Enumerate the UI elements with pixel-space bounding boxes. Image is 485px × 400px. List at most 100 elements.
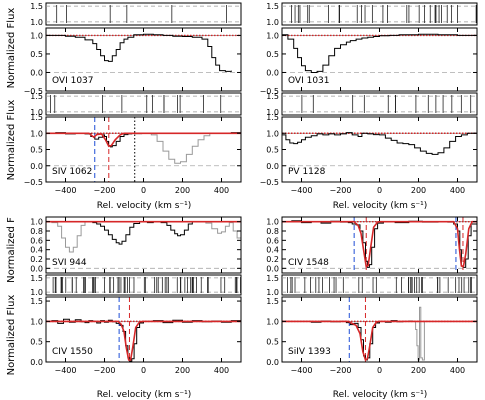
x-tick-label: 0 — [377, 186, 382, 195]
x-axis-label-left-top: Rel. velocity (km s⁻¹) — [97, 201, 192, 211]
ion-label: SIV 1062 — [52, 167, 92, 177]
y-tick-label: 0.0 — [266, 162, 279, 171]
y-tick-label: −0.5 — [24, 178, 43, 187]
strip-y-tick-label: 1.5 — [30, 92, 43, 101]
y-tick-label: 0.0 — [266, 264, 279, 273]
y-tick-label: 1.0 — [30, 218, 43, 227]
strip-y-tick-label: 1.0 — [30, 288, 43, 297]
line-list-strip — [281, 274, 478, 296]
y-tick-label: 0.0 — [266, 68, 279, 77]
x-tick-label: −400 — [55, 366, 77, 375]
y-tick-label: 0.0 — [30, 264, 43, 273]
y-tick-label: −0.5 — [260, 178, 279, 187]
panel-ovi-1037: −0.5 0.0 0.5 1.0 OVI 1037 1.0 1.5 — [24, 2, 242, 96]
x-tick-label: 200 — [175, 186, 190, 195]
model-fit-line — [282, 320, 477, 362]
y-tick-label: 0.5 — [266, 146, 279, 155]
x-axis-label-right-bottom: Rel. velocity (km s⁻¹) — [333, 390, 428, 400]
x-tick-label: 400 — [214, 186, 229, 195]
y-tick-label: 0.2 — [30, 255, 43, 264]
strip-y-tick-label: 1.5 — [266, 274, 279, 283]
y-tick-label: 0.2 — [266, 255, 279, 264]
strip-y-tick-label: 1.0 — [266, 288, 279, 297]
masked-flux-line — [143, 132, 214, 164]
line-list-strip — [45, 2, 242, 26]
ion-label: CIV 1550 — [52, 347, 93, 357]
x-tick-label: 0 — [141, 186, 146, 195]
panel-plot-area — [46, 220, 241, 269]
strip-y-tick-label: 1.5 — [266, 92, 279, 101]
x-tick-label: 0 — [141, 366, 146, 375]
x-tick-label: −400 — [291, 186, 313, 195]
y-axis-label-row3: Normalized F — [6, 217, 17, 283]
ion-label: OVI 1037 — [52, 76, 94, 86]
x-tick-label: −400 — [291, 366, 313, 375]
y-tick-label: 0.8 — [266, 227, 279, 236]
y-tick-label: 0.0 — [30, 162, 43, 171]
strip-y-tick-label: 1.5 — [30, 2, 43, 11]
x-tick-label: −200 — [94, 186, 116, 195]
ion-label: SiIV 1393 — [288, 347, 331, 357]
ion-label: SVI 944 — [52, 258, 87, 268]
y-tick-label: 1.5 — [266, 113, 279, 122]
y-tick-label: 1.0 — [266, 218, 279, 227]
y-tick-label: 0.0 — [30, 358, 43, 367]
y-tick-label: 1.5 — [30, 113, 43, 122]
strip-y-tick-label: 1.0 — [266, 108, 279, 117]
y-tick-label: 1.0 — [30, 129, 43, 138]
masked-flux-line — [198, 221, 241, 241]
y-tick-label: 1.0 — [266, 129, 279, 138]
strip-y-tick-label: 1.0 — [266, 18, 279, 27]
panel-plot-area — [46, 33, 241, 73]
x-axis-label-right-top: Rel. velocity (km s⁻¹) — [333, 201, 428, 211]
model-fit-line — [46, 320, 241, 361]
strip-y-tick-label: 1.0 — [30, 108, 43, 117]
y-tick-label: 0.6 — [266, 236, 279, 245]
x-tick-label: −400 — [55, 186, 77, 195]
flux-line — [282, 132, 477, 155]
y-tick-label: 0.5 — [30, 146, 43, 155]
x-axis-label-left-bottom: Rel. velocity (km s⁻¹) — [97, 390, 192, 400]
panel-plot-area — [282, 297, 477, 362]
line-list-strip — [281, 2, 478, 26]
strip-y-tick-label: 1.0 — [30, 18, 43, 27]
y-tick-label: 0.0 — [30, 68, 43, 77]
flux-line — [46, 33, 232, 72]
x-tick-label: 400 — [450, 366, 465, 375]
x-tick-label: 400 — [214, 366, 229, 375]
x-tick-label: 0 — [377, 366, 382, 375]
ion-label: CIV 1548 — [288, 258, 329, 268]
panel-plot-area — [282, 217, 477, 273]
panel-plot-area — [46, 297, 241, 362]
y-tick-label: 1.0 — [30, 317, 43, 326]
y-tick-label: 1.5 — [266, 297, 279, 306]
y-tick-label: 0.5 — [266, 50, 279, 59]
y-axis-label-row2: Normalized Flux — [6, 100, 17, 181]
y-tick-label: −0.5 — [260, 87, 279, 96]
x-tick-label: 200 — [175, 366, 190, 375]
masked-flux-line — [46, 221, 89, 253]
y-tick-label: 0.4 — [30, 246, 43, 255]
y-tick-label: 0.5 — [30, 50, 43, 59]
line-list-strip — [45, 92, 242, 116]
y-tick-label: 0.0 — [266, 358, 279, 367]
y-axis-label-row1: Normalized Flux — [6, 8, 17, 89]
y-tick-label: −0.5 — [24, 87, 43, 96]
panel-plot-area — [282, 132, 477, 167]
panel-plot-area — [46, 117, 241, 182]
x-tick-label: 200 — [411, 366, 426, 375]
x-tick-label: 400 — [450, 186, 465, 195]
model-fit-line — [46, 132, 241, 148]
panel-plot-area — [282, 33, 477, 73]
x-tick-label: −200 — [330, 186, 352, 195]
y-tick-label: 0.8 — [30, 227, 43, 236]
y-tick-label: 0.5 — [266, 338, 279, 347]
model-fit-line — [282, 220, 477, 268]
y-tick-label: 0.6 — [30, 236, 43, 245]
y-tick-label: 1.5 — [30, 297, 43, 306]
flux-line — [88, 221, 199, 245]
